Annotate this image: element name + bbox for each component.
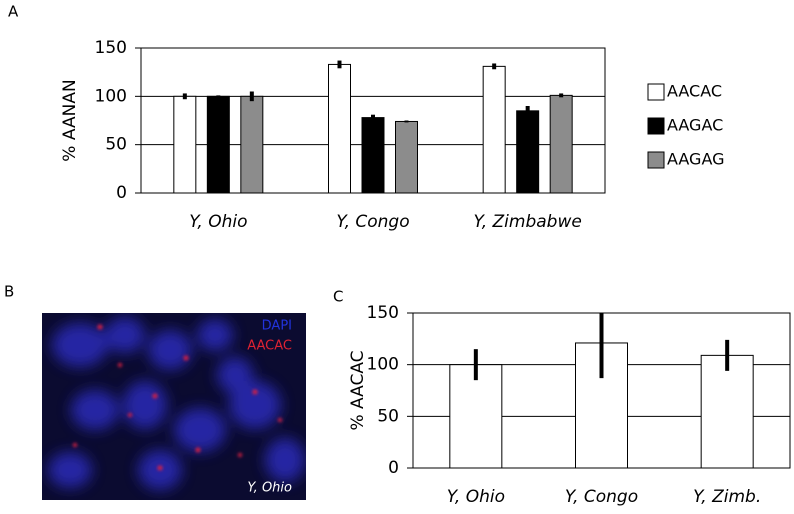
y-tick-label: 150 (367, 303, 399, 323)
legend-swatch (647, 83, 665, 101)
bar (482, 65, 506, 194)
panel-label: B (4, 283, 14, 301)
bar (361, 117, 385, 194)
y-axis-title: % AACAC (348, 350, 368, 430)
legend-label: AAGAC (667, 116, 723, 135)
y-tick-label: 0 (116, 183, 127, 203)
bar (700, 354, 754, 468)
y-tick-label: 50 (105, 135, 127, 155)
x-tick-label: Y, Ohio (189, 212, 247, 232)
legend-swatch (647, 151, 665, 169)
image-label: AACAC (247, 339, 292, 354)
x-tick-label: Y, Congo (336, 212, 409, 232)
y-tick-label: 0 (388, 458, 399, 478)
bar (449, 364, 503, 468)
x-tick-label: Y, Ohio (447, 487, 505, 507)
y-tick-label: 150 (95, 38, 127, 58)
image-caption: Y, Ohio (247, 481, 292, 496)
x-tick-label: Y, Zimb. (693, 487, 761, 507)
x-tick-label: Y, Congo (565, 487, 638, 507)
panel-label: A (8, 3, 19, 21)
bar (173, 95, 197, 194)
image-label: DAPI (262, 319, 292, 334)
bar (206, 95, 230, 194)
y-tick-label: 50 (377, 406, 399, 426)
y-axis-title: % AANAN (60, 79, 80, 161)
legend-label: AAGAG (667, 150, 725, 169)
panel-label: C (333, 288, 343, 306)
bars (449, 313, 754, 468)
bar (328, 63, 351, 194)
x-tick-label: Y, Zimbabwe (474, 212, 582, 232)
bars (173, 60, 573, 194)
y-tick-label: 100 (367, 355, 399, 375)
bar (240, 95, 264, 194)
legend-label: AACAC (667, 82, 722, 101)
bar (516, 110, 540, 194)
micrograph (42, 313, 306, 500)
bar (395, 120, 418, 194)
y-tick-label: 100 (95, 86, 127, 106)
legend-swatch (647, 117, 665, 135)
bar (549, 94, 573, 194)
